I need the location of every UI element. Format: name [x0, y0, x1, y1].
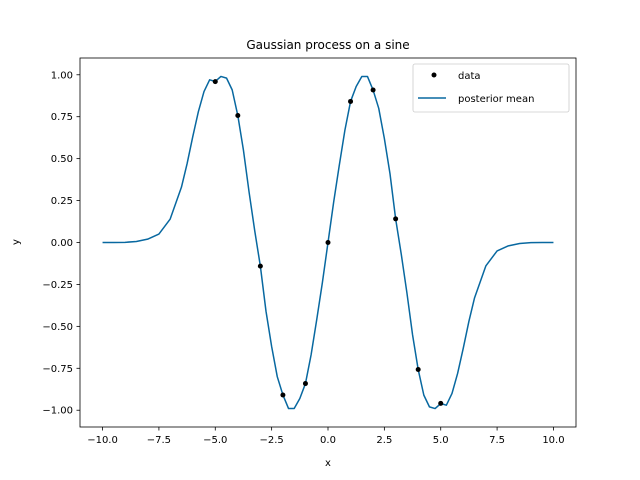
y-tick-label: 0.50: [51, 154, 73, 165]
data-point: [393, 216, 399, 222]
data-point: [370, 87, 376, 93]
data-point: [257, 263, 263, 269]
legend-data-label: data: [458, 71, 481, 82]
y-axis-label: y: [11, 239, 22, 245]
data-point: [280, 392, 286, 398]
y-axis-ticks: −1.00 −0.75 −0.50 −0.25 0.00 0.25 0.50 0.75 1.00: [42, 70, 80, 417]
x-tick-label: 7.5: [489, 435, 505, 446]
data-layer: [102, 75, 554, 410]
x-tick-label: −7.5: [147, 435, 171, 446]
x-tick-label: −10.0: [87, 435, 118, 446]
legend-data-marker: [431, 72, 437, 78]
legend: data posterior mean: [412, 63, 570, 113]
data-point: [212, 79, 218, 85]
data-point: [235, 113, 241, 119]
x-tick-label: −5.0: [203, 435, 227, 446]
x-tick-label: 10.0: [542, 435, 564, 446]
x-tick-label: −2.5: [259, 435, 283, 446]
y-tick-label: −0.75: [42, 364, 73, 375]
y-tick-label: 0.00: [51, 238, 73, 249]
y-tick-label: −0.50: [42, 322, 73, 333]
x-tick-label: 0.0: [320, 435, 336, 446]
x-axis-label: x: [325, 458, 331, 469]
y-tick-label: 0.25: [51, 196, 73, 207]
data-point: [302, 381, 308, 387]
data-point: [348, 98, 354, 104]
y-tick-label: −1.00: [42, 406, 73, 417]
y-tick-label: 1.00: [51, 70, 73, 81]
x-axis-ticks: −10.0 −7.5 −5.0 −2.5 0.0 2.5 5.0 7.5 10.0: [87, 427, 565, 446]
x-tick-label: 2.5: [376, 435, 392, 446]
legend-posterior-mean-label: posterior mean: [458, 94, 534, 105]
data-point: [438, 400, 444, 406]
data-point: [415, 366, 421, 372]
legend-box: [412, 63, 570, 113]
chart-title: Gaussian process on a sine: [246, 38, 409, 52]
x-tick-label: 5.0: [433, 435, 449, 446]
y-tick-label: −0.25: [42, 280, 73, 291]
y-tick-label: 0.75: [51, 112, 73, 123]
data-point: [325, 240, 331, 245]
